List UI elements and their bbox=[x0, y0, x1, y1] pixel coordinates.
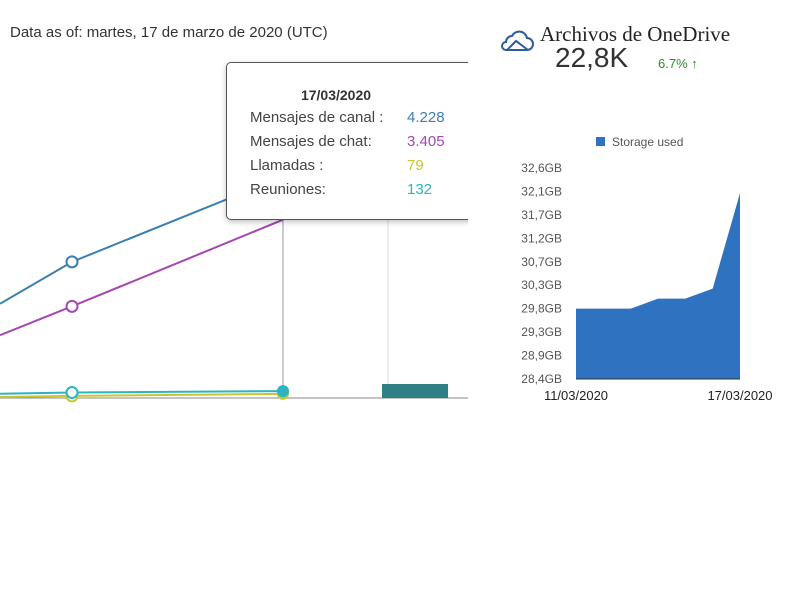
y-tick-label: 29,8GB bbox=[521, 302, 562, 316]
tooltip-row-label: Mensajes de canal : bbox=[250, 109, 384, 126]
data-point bbox=[65, 386, 79, 400]
tooltip-row-label: Reuniones: bbox=[250, 181, 326, 198]
tooltip-row-value: 3.405 bbox=[407, 133, 445, 150]
arrow-up-icon: ↑ bbox=[691, 56, 698, 71]
activity-line-chart bbox=[0, 175, 468, 403]
legend-swatch bbox=[596, 137, 605, 146]
change-percent: 6.7% bbox=[658, 56, 688, 71]
y-tick-label: 29,3GB bbox=[521, 325, 562, 339]
chart-bar bbox=[382, 384, 448, 398]
x-tick-label: 17/03/2020 bbox=[707, 388, 772, 403]
onedrive-change: 6.7% ↑ bbox=[658, 56, 698, 71]
y-tick-label: 31,7GB bbox=[521, 208, 562, 222]
storage-area bbox=[576, 193, 740, 379]
tooltip-row-value: 4.228 bbox=[407, 109, 445, 126]
y-tick-label: 30,3GB bbox=[521, 278, 562, 292]
y-tick-label: 28,4GB bbox=[521, 372, 562, 386]
tooltip-row-label: Llamadas : bbox=[250, 157, 324, 174]
tooltip-row-value: 79 bbox=[407, 157, 424, 174]
tooltip-row-label: Mensajes de chat: bbox=[250, 133, 372, 150]
y-tick-label: 30,7GB bbox=[521, 255, 562, 269]
onedrive-panel: Archivos de OneDrive 22,8K 6.7% ↑ Storag… bbox=[468, 0, 800, 420]
data-point bbox=[65, 299, 79, 313]
y-tick-label: 32,6GB bbox=[521, 161, 562, 175]
y-tick-label: 28,9GB bbox=[521, 349, 562, 363]
legend-label: Storage used bbox=[612, 135, 683, 149]
chart-tooltip: 17/03/2020 Mensajes de canal : 4.228 Mensa… bbox=[226, 62, 496, 220]
onedrive-title: Archivos de OneDrive bbox=[540, 22, 731, 46]
teams-activity-panel: Data as of: martes, 17 de marzo de 2020 … bbox=[0, 0, 496, 410]
onedrive-file-count: 22,8K bbox=[555, 42, 629, 73]
storage-area-chart: Storage used 32,6GB 32,1GB 31,7GB 31,2GB 30,7… bbox=[521, 135, 772, 403]
series-line bbox=[0, 392, 284, 398]
cloud-icon bbox=[501, 30, 534, 51]
data-point bbox=[277, 385, 289, 398]
data-point bbox=[65, 255, 79, 269]
y-tick-label: 32,1GB bbox=[521, 184, 562, 198]
tooltip-date: 17/03/2020 bbox=[300, 87, 372, 103]
y-tick-label: 31,2GB bbox=[521, 231, 562, 245]
x-tick-label: 11/03/2020 bbox=[544, 388, 608, 403]
series-line bbox=[0, 218, 284, 337]
data-as-of-label: Data as of: martes, 17 de marzo de 2020 … bbox=[10, 24, 328, 41]
tooltip-row-value: 132 bbox=[407, 181, 433, 198]
